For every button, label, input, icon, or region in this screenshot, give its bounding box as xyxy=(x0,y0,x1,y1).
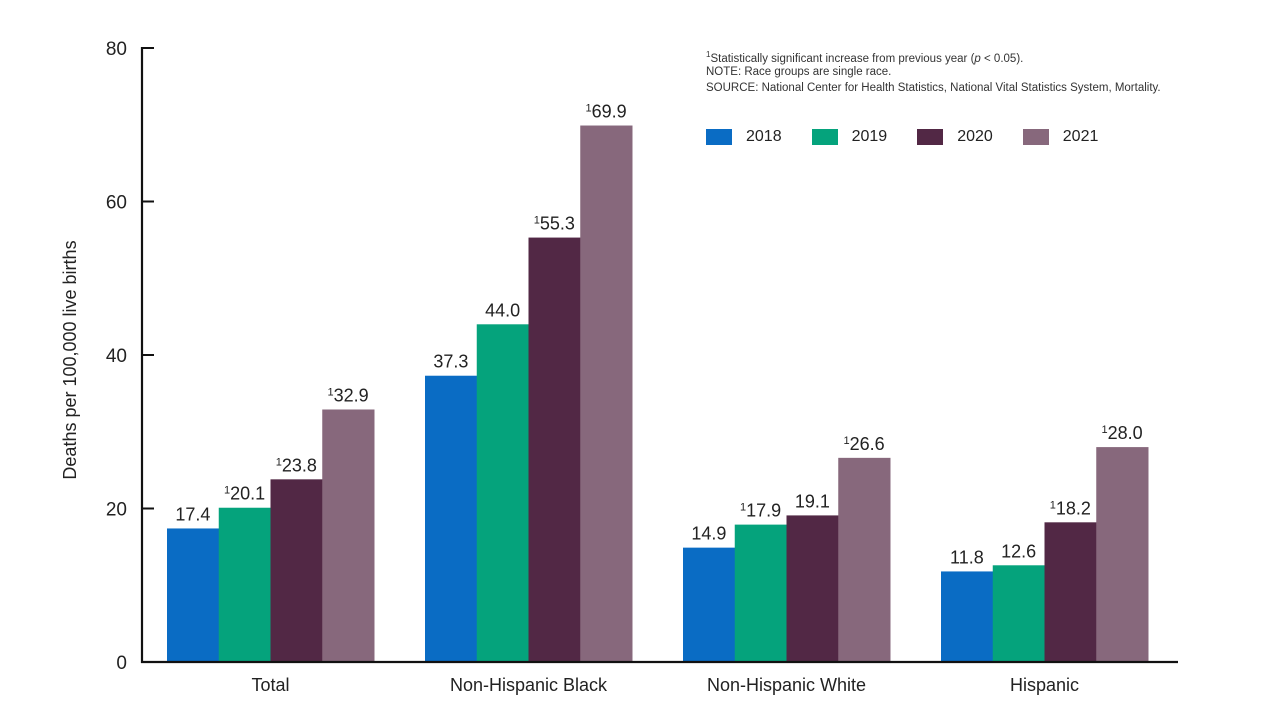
legend-swatch xyxy=(706,129,732,145)
data-label-total-2018: 17.4 xyxy=(175,504,210,524)
bar-total-2019 xyxy=(218,507,271,662)
data-label-non-hispanic-white-2019: 117.9 xyxy=(740,501,781,521)
data-label-non-hispanic-white-2018: 14.9 xyxy=(691,524,726,544)
bar-hispanic-2019 xyxy=(992,565,1045,662)
data-label-hispanic-2020: 118.2 xyxy=(1050,498,1091,518)
bar-non-hispanic-black-2021 xyxy=(580,125,633,662)
y-axis-title: Deaths per 100,000 live births xyxy=(60,240,80,479)
footnote-text: Statistically significant increase from … xyxy=(710,52,975,65)
note-race-groups: NOTE: Race groups are single race. xyxy=(706,66,892,78)
legend-swatch xyxy=(811,129,838,145)
value-text: 26.6 xyxy=(850,434,885,454)
footnote-tail: < 0.05). xyxy=(980,52,1024,65)
y-tick-label-40: 40 xyxy=(106,346,127,367)
data-labels-layer: 17.4120.1123.8132.937.344.0155.3169.914.… xyxy=(175,102,1142,568)
data-label-non-hispanic-white-2021: 126.6 xyxy=(844,434,885,454)
legend-swatch xyxy=(917,129,944,145)
footnote-marker: 1 xyxy=(706,50,711,59)
y-tick-label-0: 0 xyxy=(116,653,127,674)
bar-non-hispanic-white-2020 xyxy=(786,515,839,662)
bar-non-hispanic-white-2018 xyxy=(683,547,736,662)
legend: 2018 2019 2020 2021 xyxy=(706,128,1128,146)
x-tick-label-total: Total xyxy=(251,675,289,695)
significance-marker: 1 xyxy=(586,103,592,115)
data-label-hispanic-2021: 128.0 xyxy=(1102,423,1143,443)
value-text: 23.8 xyxy=(282,455,317,475)
source-note: SOURCE: National Center for Health Stati… xyxy=(706,82,1161,94)
legend-item-2018: 2018 xyxy=(706,128,782,146)
y-tick-label-80: 80 xyxy=(106,39,127,60)
data-label-non-hispanic-black-2019: 44.0 xyxy=(485,300,520,320)
significance-marker: 1 xyxy=(740,502,746,514)
legend-label: 2021 xyxy=(1062,128,1099,145)
data-label-total-2021: 132.9 xyxy=(328,385,369,405)
value-text: 18.2 xyxy=(1056,498,1091,518)
value-text: 28.0 xyxy=(1108,423,1143,443)
footnote-significance: 1Statistically significant increase from… xyxy=(706,50,1023,65)
footnote-p: p xyxy=(974,52,981,65)
significance-marker: 1 xyxy=(534,215,540,227)
data-label-non-hispanic-black-2018: 37.3 xyxy=(433,352,468,372)
bar-hispanic-2021 xyxy=(1096,447,1149,662)
x-tick-label-non-hispanic-white: Non-Hispanic White xyxy=(707,675,866,695)
bar-total-2021 xyxy=(322,409,375,662)
value-text: 32.9 xyxy=(334,385,369,405)
data-label-hispanic-2019: 12.6 xyxy=(1001,541,1036,561)
significance-marker: 1 xyxy=(1050,499,1056,511)
y-tick-label-60: 60 xyxy=(106,193,127,214)
significance-marker: 1 xyxy=(1102,424,1108,436)
legend-label: 2018 xyxy=(746,128,782,145)
legend-label: 2019 xyxy=(851,128,888,145)
bars-layer xyxy=(167,125,1149,662)
bar-non-hispanic-white-2021 xyxy=(838,457,891,662)
bar-hispanic-2018 xyxy=(941,571,994,662)
bar-non-hispanic-black-2018 xyxy=(425,375,478,662)
value-text: 20.1 xyxy=(230,484,265,504)
bar-non-hispanic-black-2019 xyxy=(476,324,529,662)
data-label-total-2020: 123.8 xyxy=(276,455,317,475)
data-label-total-2019: 120.1 xyxy=(224,484,265,504)
legend-item-2020: 2020 xyxy=(917,128,993,146)
x-tick-label-hispanic: Hispanic xyxy=(1010,675,1079,695)
significance-marker: 1 xyxy=(224,485,230,497)
data-label-non-hispanic-black-2021: 169.9 xyxy=(586,102,627,122)
axes-layer: Total Non-Hispanic Black Non-Hispanic Whit… xyxy=(60,39,1178,695)
significance-marker: 1 xyxy=(328,386,334,398)
value-text: 55.3 xyxy=(540,214,575,234)
data-label-hispanic-2018: 11.8 xyxy=(950,547,984,567)
legend-label: 2020 xyxy=(957,128,993,145)
value-text: 17.9 xyxy=(746,501,781,521)
bar-total-2018 xyxy=(167,528,220,662)
data-label-non-hispanic-black-2020: 155.3 xyxy=(534,214,575,234)
x-tick-label-non-hispanic-black: Non-Hispanic Black xyxy=(450,675,608,695)
data-label-non-hispanic-white-2020: 19.1 xyxy=(795,491,830,511)
y-tick-label-20: 20 xyxy=(106,500,127,521)
significance-marker: 1 xyxy=(844,435,850,447)
bar-hispanic-2020 xyxy=(1044,522,1097,662)
significance-marker: 1 xyxy=(276,456,282,468)
legend-swatch xyxy=(1022,129,1049,145)
bar-total-2020 xyxy=(270,479,323,662)
legend-item-2021: 2021 xyxy=(1022,128,1099,146)
value-text: 69.9 xyxy=(592,102,627,122)
bar-non-hispanic-black-2020 xyxy=(528,237,581,662)
bar-non-hispanic-white-2019 xyxy=(734,524,787,662)
legend-item-2019: 2019 xyxy=(811,128,888,146)
